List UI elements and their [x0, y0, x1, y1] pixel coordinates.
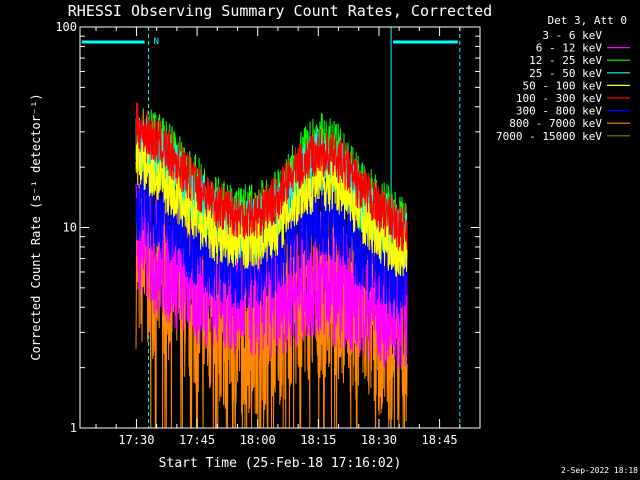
- timestamp: 2-Sep-2022 18:18: [561, 466, 638, 475]
- legend-title: Det 3, Att 0: [548, 14, 627, 27]
- legend-label: 3 - 6 keV: [542, 29, 602, 42]
- x-tick-label: 18:30: [361, 433, 397, 447]
- legend-label: 12 - 25 keV: [529, 54, 602, 67]
- x-axis-label: Start Time (25-Feb-18 17:16:02): [159, 456, 402, 471]
- chart-title: RHESSI Observing Summary Count Rates, Co…: [68, 2, 492, 20]
- y-tick-label: 10: [63, 221, 77, 235]
- plot-area: N 1 10 100 17:30 17:45 18:00 18:15 18:30 18:45: [55, 20, 481, 447]
- y-tick-label: 1: [70, 421, 77, 435]
- night-flag-label: N: [154, 37, 159, 47]
- x-tick-label: 17:45: [179, 433, 215, 447]
- legend-label: 800 - 7000 keV: [509, 117, 602, 130]
- x-tick-label: 18:00: [240, 433, 276, 447]
- series-line: [135, 137, 408, 278]
- legend-label: 300 - 800 keV: [516, 105, 602, 118]
- y-axis-label: Corrected Count Rate (s⁻¹ detector⁻¹): [29, 93, 43, 360]
- x-tick-label: 18:15: [300, 433, 336, 447]
- x-tick-label: 18:45: [422, 433, 458, 447]
- legend-label: 6 - 12 keV: [536, 42, 603, 55]
- series-line: [135, 102, 408, 252]
- legend-label: 50 - 100 keV: [523, 79, 603, 92]
- legend-label: 25 - 50 keV: [529, 67, 602, 80]
- legend-label: 100 - 300 keV: [516, 92, 602, 105]
- y-tick-label: 100: [55, 20, 77, 34]
- x-tick-label: 17:30: [118, 433, 154, 447]
- legend-label: 7000 - 15000 keV: [496, 130, 602, 143]
